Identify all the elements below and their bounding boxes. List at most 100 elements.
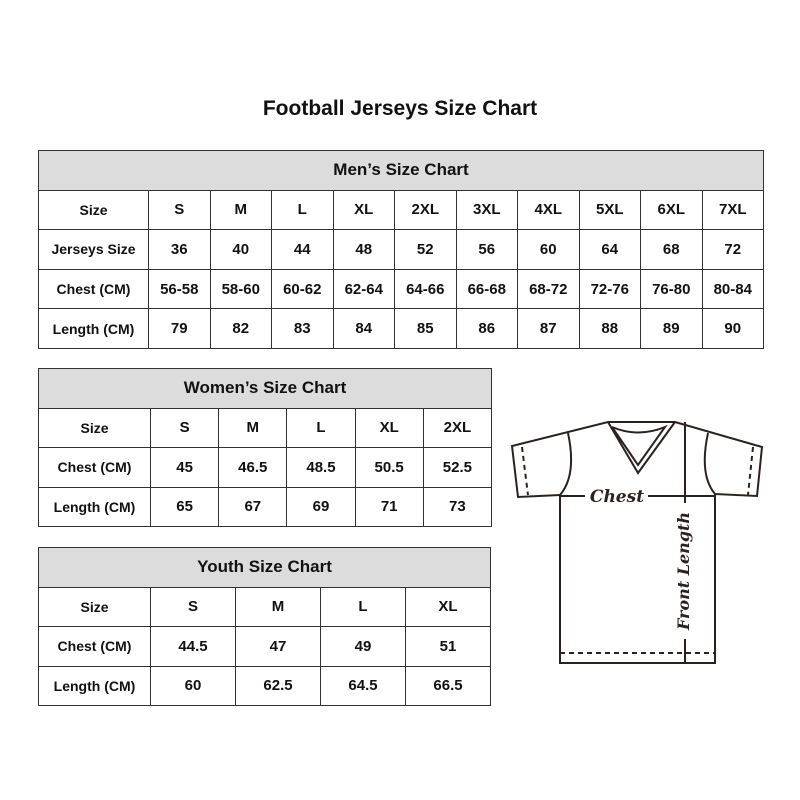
table-cell: 46.5 (218, 447, 288, 488)
table-cell: 86 (455, 308, 518, 349)
table-cell: 52 (394, 229, 457, 270)
row-label: Chest (CM) (38, 268, 149, 310)
chest-label: Chest (590, 487, 644, 507)
table-cell: 64 (578, 229, 641, 270)
table-cell: 44.5 (150, 626, 236, 667)
table-caption: Youth Size Chart (38, 547, 491, 588)
table-cell: 2XL (394, 189, 457, 231)
table-cell: 52.5 (422, 447, 493, 488)
table-cell: S (149, 407, 220, 448)
table-cell: L (320, 586, 406, 627)
table-cell: 49 (320, 626, 406, 667)
table-cell: 68 (640, 229, 703, 270)
table-cell: 62-64 (332, 268, 395, 310)
row-label: Size (38, 407, 151, 448)
table-row: Size S M L XL 2XL 3XL 4XL 5XL 6XL 7XL (38, 189, 764, 231)
table-cell: S (150, 586, 236, 627)
table-cell: 65 (149, 486, 220, 527)
row-label: Chest (CM) (38, 626, 151, 667)
table-cell: 60 (150, 665, 236, 706)
table-cell: 47 (235, 626, 321, 667)
table-cell: 71 (354, 486, 424, 527)
table-cell: 88 (578, 308, 641, 349)
table-cell: 58-60 (209, 268, 272, 310)
table-cell: 6XL (640, 189, 703, 231)
page-title: Football Jerseys Size Chart (262, 97, 538, 120)
table-cell: 5XL (578, 189, 641, 231)
table-cell: 90 (701, 308, 764, 349)
row-label: Length (CM) (38, 665, 151, 706)
table-cell: XL (332, 189, 395, 231)
table-caption: Men’s Size Chart (38, 150, 764, 191)
table-cell: 56-58 (148, 268, 211, 310)
table-cell: L (286, 407, 356, 448)
row-label: Size (38, 586, 151, 627)
table-cell: 64.5 (320, 665, 406, 706)
table-cell: 66-68 (455, 268, 518, 310)
table-row: Jerseys Size 36 40 44 48 52 56 60 64 68 72 (38, 229, 764, 270)
table-row: Chest (CM) 44.5 47 49 51 (38, 626, 491, 667)
table-cell: 80-84 (701, 268, 764, 310)
table-cell: 45 (149, 447, 220, 488)
table-cell: 76-80 (640, 268, 703, 310)
table-cell: 83 (271, 308, 334, 349)
womens-size-table: Women’s Size Chart Size S M L XL 2XL Chest (CM)… (38, 368, 493, 527)
table-cell: 73 (422, 486, 493, 527)
table-cell: 79 (148, 308, 211, 349)
table-cell: 64-66 (394, 268, 457, 310)
row-label: Length (CM) (38, 308, 149, 349)
table-cell: M (235, 586, 321, 627)
mens-size-table: Men’s Size Chart Size S M L XL 2XL 3XL 4XL 5XL 6XL… (38, 150, 764, 349)
table-cell: 4XL (517, 189, 580, 231)
row-label: Chest (CM) (38, 447, 151, 488)
table-row: Size S M L XL 2XL (38, 407, 493, 448)
table-cell: 82 (209, 308, 272, 349)
row-label: Jerseys Size (38, 229, 149, 270)
table-cell: 67 (218, 486, 288, 527)
table-cell: 66.5 (405, 665, 491, 706)
table-cell: 69 (286, 486, 356, 527)
hem-stitching (521, 446, 754, 654)
table-cell: 7XL (701, 189, 764, 231)
table-cell: L (271, 189, 334, 231)
table-cell: M (209, 189, 272, 231)
sleeve-seams (559, 432, 716, 496)
table-cell: 48.5 (286, 447, 356, 488)
jersey-outline (510, 421, 764, 664)
table-row: Size S M L XL (38, 586, 491, 627)
table-row: Length (CM) 65 67 69 71 73 (38, 486, 493, 527)
table-cell: 87 (517, 308, 580, 349)
table-cell: 40 (209, 229, 272, 270)
row-label: Size (38, 189, 149, 231)
jersey-collar (607, 421, 676, 475)
table-cell: 72-76 (578, 268, 641, 310)
table-cell: 48 (332, 229, 395, 270)
table-cell: XL (405, 586, 491, 627)
table-cell: 51 (405, 626, 491, 667)
table-cell: M (218, 407, 288, 448)
table-cell: 56 (455, 229, 518, 270)
table-cell: XL (354, 407, 424, 448)
front-length-label: Front Length (674, 512, 693, 631)
table-cell: 44 (271, 229, 334, 270)
table-cell: 89 (640, 308, 703, 349)
table-cell: S (148, 189, 211, 231)
table-cell: 36 (148, 229, 211, 270)
measure-lines (560, 422, 715, 663)
table-cell: 3XL (455, 189, 518, 231)
table-cell: 84 (332, 308, 395, 349)
table-cell: 62.5 (235, 665, 321, 706)
table-cell: 50.5 (354, 447, 424, 488)
jersey-diagram: Chest Front Length (510, 421, 764, 664)
table-cell: 60 (517, 229, 580, 270)
table-row: Length (CM) 60 62.5 64.5 66.5 (38, 665, 491, 706)
table-cell: 60-62 (271, 268, 334, 310)
table-caption: Women’s Size Chart (38, 368, 492, 409)
table-row: Chest (CM) 45 46.5 48.5 50.5 52.5 (38, 447, 493, 488)
table-cell: 68-72 (517, 268, 580, 310)
table-row: Chest (CM) 56-58 58-60 60-62 62-64 64-66 66-68… (38, 268, 764, 310)
table-cell: 2XL (422, 407, 493, 448)
table-cell: 85 (394, 308, 457, 349)
youth-size-table: Youth Size Chart Size S M L XL Chest (CM) 44.5 4… (38, 547, 491, 706)
table-row: Length (CM) 79 82 83 84 85 86 87 88 89 90 (38, 308, 764, 349)
